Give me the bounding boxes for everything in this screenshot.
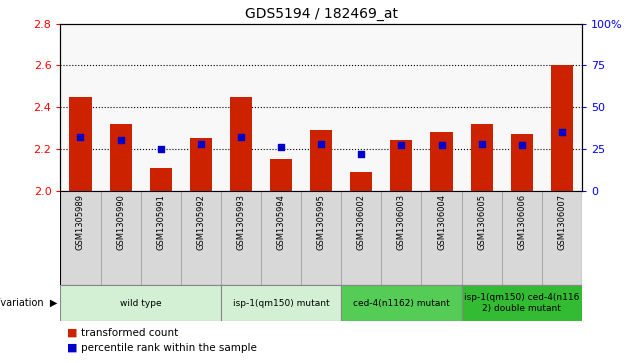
Bar <box>69 97 92 191</box>
Bar <box>230 97 252 191</box>
Point <box>116 138 126 143</box>
Text: GSM1306005: GSM1306005 <box>477 194 486 250</box>
Text: GSM1306002: GSM1306002 <box>357 194 366 250</box>
Bar <box>100 191 141 285</box>
Text: GSM1305990: GSM1305990 <box>116 194 125 250</box>
Text: GSM1305989: GSM1305989 <box>76 194 85 250</box>
Bar <box>431 132 453 191</box>
Text: isp-1(qm150) ced-4(n116
2) double mutant: isp-1(qm150) ced-4(n116 2) double mutant <box>464 293 579 313</box>
Bar <box>149 168 172 191</box>
Text: wild type: wild type <box>120 299 162 307</box>
Point <box>396 143 406 148</box>
Bar <box>342 285 462 321</box>
Point <box>156 146 166 152</box>
Bar <box>60 191 100 285</box>
Text: GSM1306004: GSM1306004 <box>437 194 446 250</box>
Text: GSM1305991: GSM1305991 <box>156 194 165 250</box>
Point <box>196 141 206 147</box>
Point <box>356 151 366 157</box>
Text: transformed count: transformed count <box>81 328 178 338</box>
Bar <box>542 191 582 285</box>
Bar <box>422 191 462 285</box>
Text: GSM1305992: GSM1305992 <box>197 194 205 250</box>
Bar <box>221 285 342 321</box>
Bar <box>511 134 533 191</box>
Text: ■: ■ <box>67 328 78 338</box>
Point <box>276 144 286 150</box>
Text: genotype/variation  ▶: genotype/variation ▶ <box>0 298 57 308</box>
Text: GSM1306003: GSM1306003 <box>397 194 406 250</box>
Bar <box>141 191 181 285</box>
Text: GSM1306006: GSM1306006 <box>517 194 526 250</box>
Point <box>76 134 86 140</box>
Bar <box>462 285 582 321</box>
Bar <box>60 285 221 321</box>
Text: ced-4(n1162) mutant: ced-4(n1162) mutant <box>353 299 450 307</box>
Title: GDS5194 / 182469_at: GDS5194 / 182469_at <box>245 7 398 21</box>
Text: GSM1305993: GSM1305993 <box>237 194 245 250</box>
Bar <box>221 191 261 285</box>
Point <box>556 129 567 135</box>
Bar <box>181 191 221 285</box>
Text: isp-1(qm150) mutant: isp-1(qm150) mutant <box>233 299 329 307</box>
Bar <box>462 191 502 285</box>
Text: percentile rank within the sample: percentile rank within the sample <box>81 343 257 352</box>
Bar <box>382 191 422 285</box>
Bar <box>391 140 413 191</box>
Bar <box>301 191 342 285</box>
Point <box>436 143 446 148</box>
Point <box>516 143 527 148</box>
Bar <box>109 124 132 191</box>
Bar <box>551 65 573 191</box>
Text: GSM1305994: GSM1305994 <box>277 194 286 250</box>
Bar <box>471 124 493 191</box>
Bar <box>342 191 382 285</box>
Bar <box>310 130 332 191</box>
Bar <box>190 138 212 191</box>
Bar <box>502 191 542 285</box>
Text: GSM1306007: GSM1306007 <box>557 194 567 250</box>
Text: ■: ■ <box>67 343 78 352</box>
Point <box>236 134 246 140</box>
Text: GSM1305995: GSM1305995 <box>317 194 326 250</box>
Bar <box>270 159 292 191</box>
Point <box>316 141 326 147</box>
Bar <box>350 172 372 191</box>
Point <box>476 141 487 147</box>
Bar <box>261 191 301 285</box>
